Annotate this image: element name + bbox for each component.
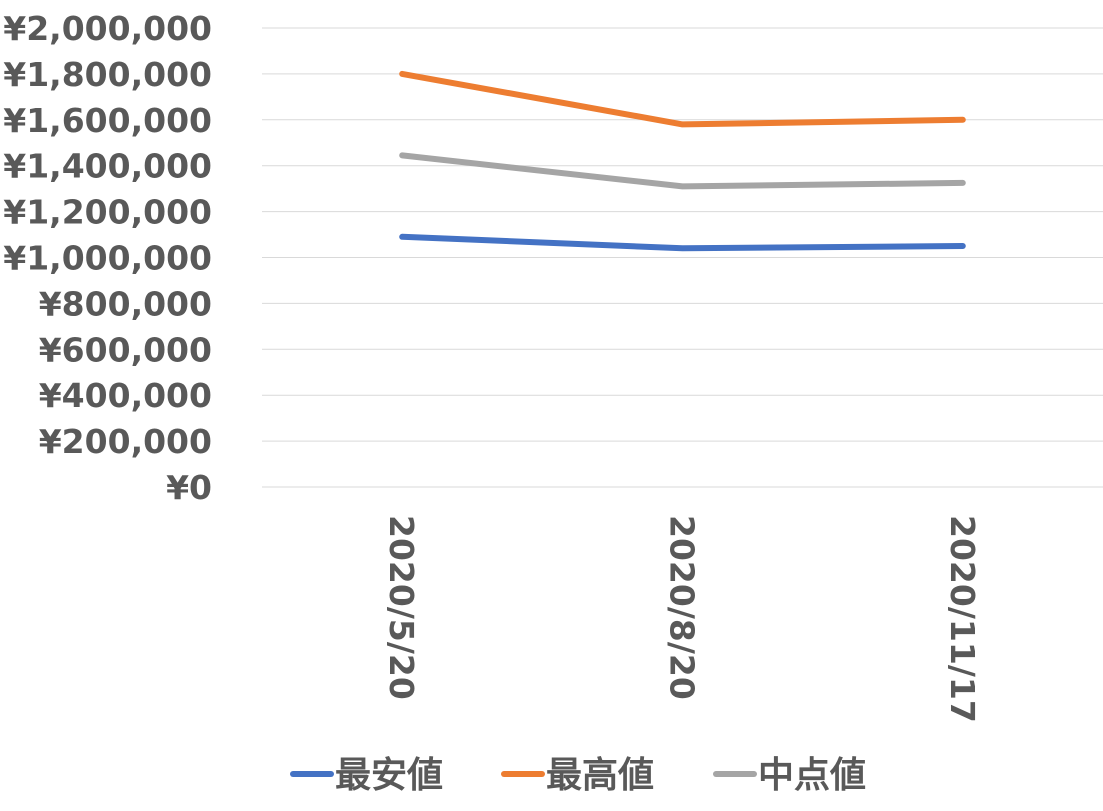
legend-label: 最高値 bbox=[546, 755, 654, 796]
legend-label: 中点値 bbox=[758, 755, 866, 796]
x-axis-tick-labels: 2020/5/20 2020/8/20 2020/11/17 bbox=[382, 515, 982, 723]
y-tick-label: ¥1,400,000 bbox=[3, 147, 212, 186]
series-line-0 bbox=[399, 233, 966, 252]
y-tick-label: ¥600,000 bbox=[39, 330, 212, 369]
y-tick-label: ¥800,000 bbox=[39, 284, 212, 323]
series-lines bbox=[399, 70, 966, 252]
legend-label: 最安値 bbox=[335, 755, 443, 796]
gridlines bbox=[262, 27, 1103, 488]
legend: 最安値 最高値 中点値 bbox=[290, 755, 866, 796]
x-tick-label: 2020/5/20 bbox=[382, 515, 421, 700]
y-tick-label: ¥2,000,000 bbox=[3, 9, 212, 48]
x-tick-label: 2020/11/17 bbox=[943, 515, 982, 723]
y-axis-tick-labels: ¥0 ¥200,000 ¥400,000 ¥600,000 ¥800,000 ¥1,000… bbox=[3, 9, 212, 507]
y-tick-label: ¥400,000 bbox=[39, 376, 212, 415]
y-tick-label: ¥0 bbox=[166, 468, 212, 507]
series-line-2 bbox=[399, 152, 966, 190]
series-line-1 bbox=[399, 70, 966, 128]
y-tick-label: ¥200,000 bbox=[39, 422, 212, 461]
y-tick-label: ¥1,600,000 bbox=[3, 101, 212, 140]
y-tick-label: ¥1,200,000 bbox=[3, 193, 212, 232]
y-tick-label: ¥1,800,000 bbox=[3, 55, 212, 94]
x-tick-label: 2020/8/20 bbox=[663, 515, 702, 700]
y-tick-label: ¥1,000,000 bbox=[3, 239, 212, 278]
